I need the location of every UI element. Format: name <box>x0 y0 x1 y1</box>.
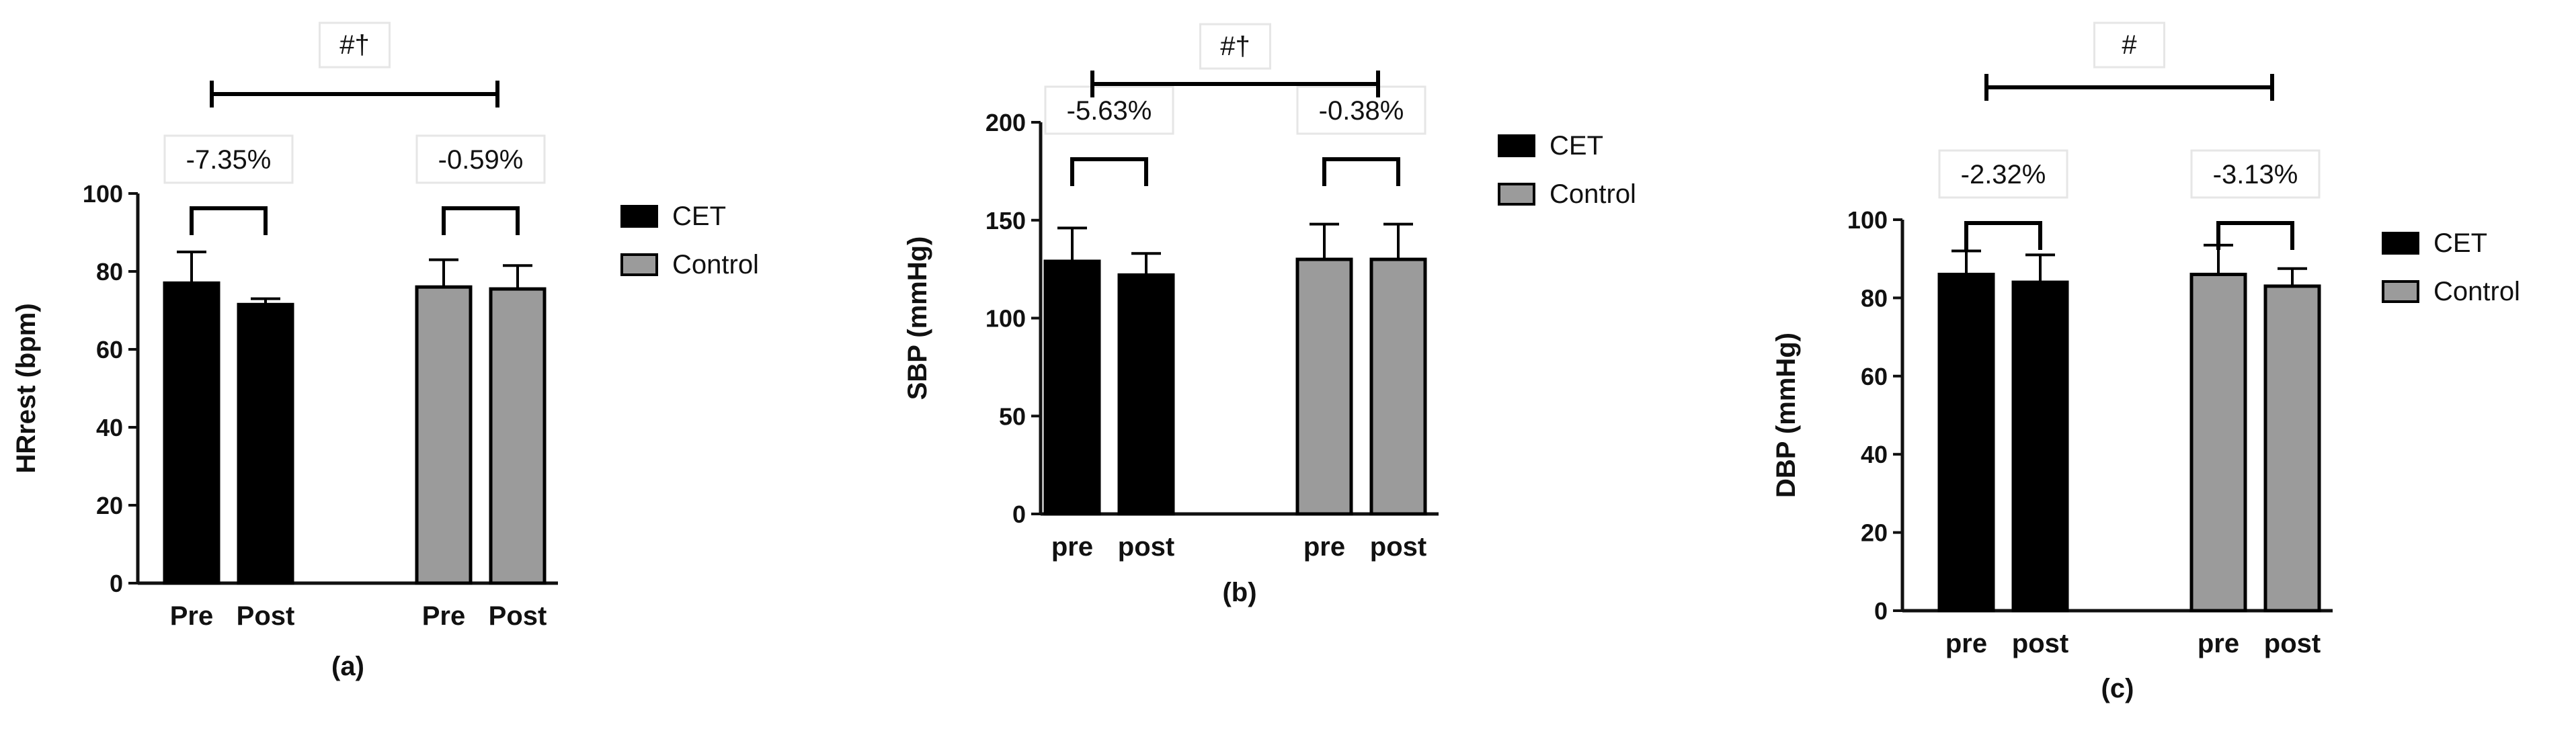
legend-label-cet: CET <box>2433 228 2487 258</box>
legend-swatch-control <box>2382 280 2419 303</box>
y-tick-label: 0 <box>1012 501 1026 528</box>
x-category-label: Post <box>489 601 547 631</box>
legend-swatch-cet <box>1498 134 1535 157</box>
y-tick-label: 150 <box>985 207 1026 234</box>
bar-cet-pre <box>1937 272 1995 613</box>
bar-control-pre <box>1295 257 1353 516</box>
bar-cet-post <box>237 302 294 585</box>
y-tick-label: 100 <box>1847 206 1888 234</box>
change-label-box <box>1296 85 1426 135</box>
x-category-label: post <box>1370 532 1426 562</box>
legend-label-control: Control <box>2433 277 2520 306</box>
significance-label: #† <box>339 30 370 60</box>
y-tick-label: 0 <box>1874 597 1888 625</box>
bar-control-pre <box>2189 272 2247 613</box>
significance-label-box <box>319 21 391 69</box>
comparison-bracket <box>1964 221 2042 250</box>
y-tick-label: 100 <box>985 305 1026 333</box>
legend-swatch-cet <box>620 205 658 228</box>
legend-label-control: Control <box>672 250 759 279</box>
change-label: -0.38% <box>1319 96 1404 126</box>
bar-control-post <box>2263 284 2321 613</box>
x-category-label: pre <box>2198 629 2239 658</box>
significance-label: #† <box>1220 32 1250 61</box>
legend-swatch-cet <box>2382 232 2419 255</box>
y-tick-label: 80 <box>96 258 123 286</box>
significance-label-box <box>1199 23 1271 70</box>
y-tick-label: 60 <box>96 336 123 363</box>
y-tick-label: 50 <box>999 402 1026 430</box>
y-tick-label: 20 <box>96 492 123 519</box>
legend-label-cet: CET <box>1549 131 1603 161</box>
x-category-label: pre <box>1303 532 1345 562</box>
legend-label-cet: CET <box>672 202 726 231</box>
y-tick-label: 40 <box>96 414 123 441</box>
comparison-bracket <box>1322 157 1400 186</box>
x-category-label: pre <box>1051 532 1093 562</box>
bar-cet-pre <box>163 281 220 585</box>
chart-panel-1: 0 20 40 60 80 100 HRrest (bpm) Pre Post -7.35% Pre… <box>11 21 759 681</box>
x-category-label: Post <box>237 601 295 631</box>
x-category-label: Pre <box>422 601 466 631</box>
change-label-box <box>415 134 546 184</box>
x-category-label: pre <box>1945 629 1987 658</box>
change-label-box <box>1044 85 1174 135</box>
y-tick-label: 40 <box>1861 441 1888 468</box>
bar-control-pre <box>415 285 473 585</box>
y-tick-label: 20 <box>1861 519 1888 547</box>
legend-swatch-control <box>620 253 658 276</box>
x-category-label: post <box>1118 532 1174 562</box>
change-label-box <box>1938 149 2068 199</box>
y-axis-label: DBP (mmHg) <box>1771 333 1801 498</box>
change-label: -3.13% <box>2213 160 2298 189</box>
y-axis-label: SBP (mmHg) <box>903 236 932 400</box>
y-tick-label: 0 <box>110 570 123 597</box>
change-label-box <box>163 134 294 184</box>
panel-label: (b) <box>1222 578 1256 607</box>
y-tick-label: 60 <box>1861 363 1888 390</box>
panel-label: (c) <box>2101 674 2134 703</box>
x-category-label: Pre <box>170 601 214 631</box>
y-tick-label: 100 <box>83 180 123 208</box>
comparison-bracket <box>1070 157 1148 186</box>
bar-control-post <box>1369 257 1427 516</box>
legend-swatch-control <box>1498 183 1535 206</box>
legend-label-control: Control <box>1549 179 1636 209</box>
significance-label: # <box>2122 30 2137 60</box>
significance-label-box <box>2093 21 2165 69</box>
bar-cet-pre <box>1043 259 1101 516</box>
y-axis-label: HRrest (bpm) <box>11 303 41 473</box>
y-tick-label: 80 <box>1861 284 1888 312</box>
y-tick-label: 200 <box>985 109 1026 136</box>
change-label-box <box>2190 149 2321 199</box>
bar-control-post <box>489 287 547 585</box>
change-label: -2.32% <box>1961 160 2046 189</box>
bar-cet-post <box>2011 280 2069 613</box>
bar-cet-post <box>1117 273 1175 516</box>
panel-label: (a) <box>331 652 364 681</box>
x-category-label: post <box>2012 629 2068 658</box>
comparison-bracket <box>2216 221 2294 250</box>
change-label: -7.35% <box>186 145 272 175</box>
comparison-bracket <box>442 206 520 235</box>
change-label: -0.59% <box>438 145 524 175</box>
comparison-bracket <box>190 206 268 235</box>
x-category-label: post <box>2264 629 2321 658</box>
change-label: -5.63% <box>1067 96 1152 126</box>
